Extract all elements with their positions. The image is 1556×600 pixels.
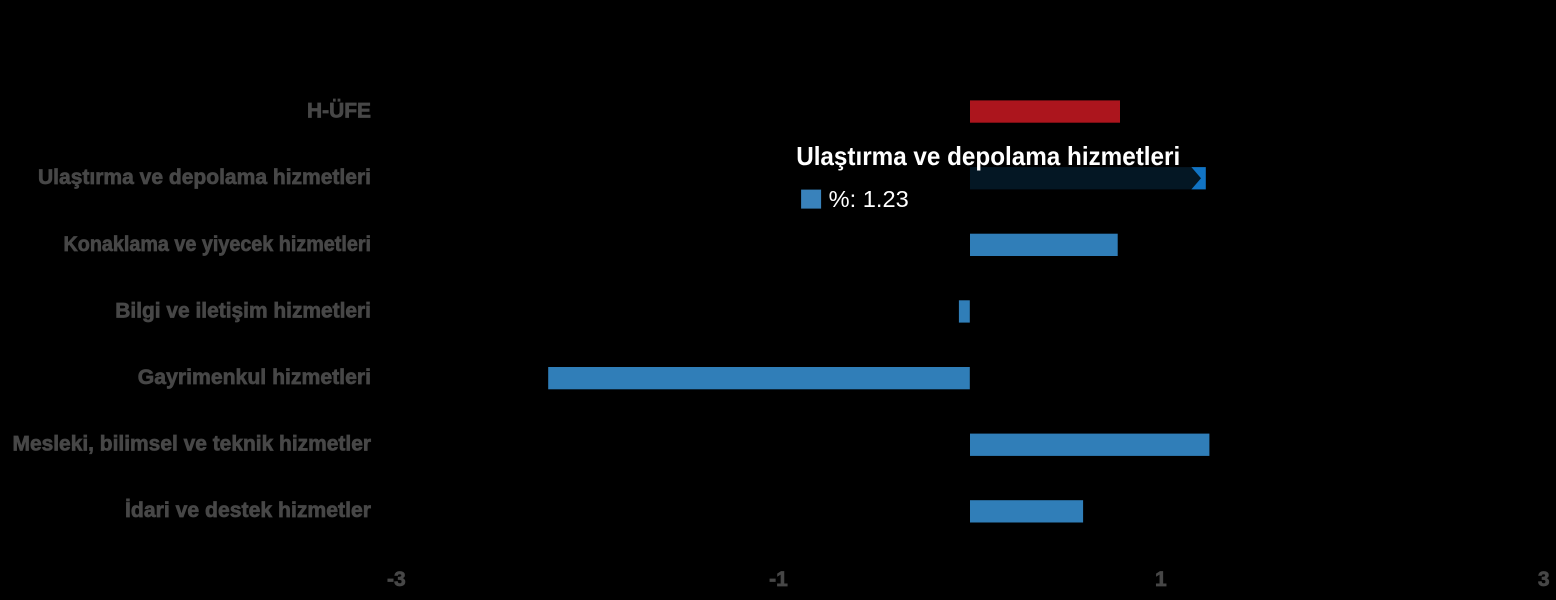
svg-text:İdari ve destek hizmetler: İdari ve destek hizmetler [125,499,371,522]
svg-text:3: 3 [1538,568,1550,591]
svg-text:%: 1.23: %: 1.23 [829,186,909,212]
svg-text:Konaklama ve yiyecek hizmetler: Konaklama ve yiyecek hizmetleri [64,233,372,256]
svg-text:Mesleki, bilimsel ve teknik hi: Mesleki, bilimsel ve teknik hizmetler [13,433,372,456]
svg-text:Gayrimenkul hizmetleri: Gayrimenkul hizmetleri [138,366,371,389]
svg-text:Bilgi ve iletişim hizmetleri: Bilgi ve iletişim hizmetleri [115,299,371,322]
svg-text:Ulaştırma ve depolama hizmetle: Ulaştırma ve depolama hizmetleri [38,166,371,189]
svg-text:H-ÜFE: H-ÜFE [307,100,371,123]
svg-text:Ulaştırma ve depolama hizmetle: Ulaştırma ve depolama hizmetleri [796,141,1180,171]
svg-text:1: 1 [1155,568,1167,591]
svg-text:-3: -3 [387,568,406,591]
svg-text:-1: -1 [769,568,788,591]
